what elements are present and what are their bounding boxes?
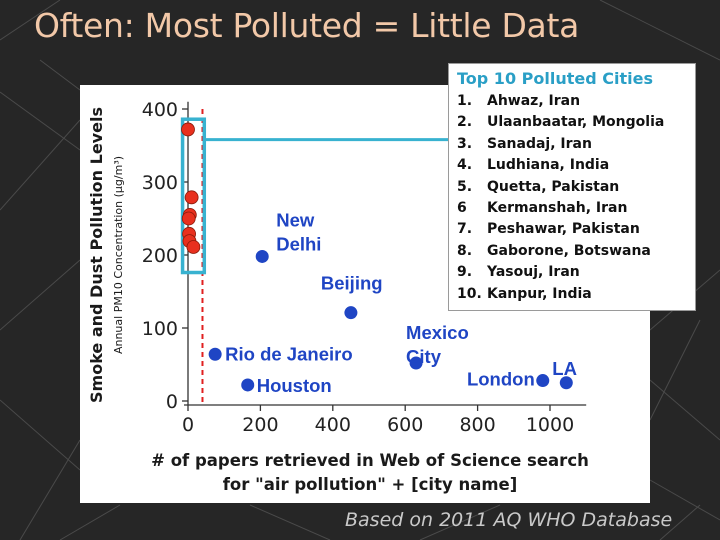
top10-item: 4. Ludhiana, India bbox=[457, 155, 695, 176]
city-label: Houston bbox=[257, 375, 332, 396]
top10-point bbox=[181, 211, 196, 226]
y-axis-sublabel: Annual PM10 Concentration (µg/m³) bbox=[112, 156, 125, 354]
x-tick-label: 800 bbox=[459, 414, 495, 436]
y-axis-label: Smoke and Dust Pollution Levels bbox=[87, 107, 106, 403]
top10-list: 1. Ahwaz, Iran 2. Ulaanbaatar, Mongolia 3. Sa… bbox=[457, 91, 695, 305]
top10-item-name: Kanpur, India bbox=[487, 285, 592, 302]
y-tick-label: 0 bbox=[166, 391, 178, 413]
x-tick-label: 400 bbox=[315, 414, 351, 436]
top10-item-name: Peshawar, Pakistan bbox=[487, 221, 640, 238]
top10-list-box: Top 10 Polluted Cities 1. Ahwaz, Iran 2. Ul… bbox=[448, 63, 696, 311]
top10-item-number: 10. bbox=[457, 285, 482, 302]
city-point bbox=[241, 378, 255, 392]
top10-item-name: Ludhiana, India bbox=[487, 157, 610, 174]
city-point bbox=[208, 347, 222, 361]
top10-item: 1. Ahwaz, Iran bbox=[457, 91, 695, 112]
top10-item-number: 1. bbox=[457, 93, 473, 109]
top10-item: 2. Ulaanbaatar, Mongolia bbox=[457, 112, 695, 133]
slide-title: Often: Most Polluted = Little Data bbox=[34, 6, 580, 45]
top10-point bbox=[181, 122, 195, 137]
top10-item: 9. Yasouj, Iran bbox=[457, 262, 695, 283]
top10-item-name: Sanadaj, Iran bbox=[487, 135, 592, 152]
city-point bbox=[559, 376, 573, 390]
x-tick-label: 200 bbox=[242, 414, 278, 436]
x-tick-label: 600 bbox=[387, 414, 423, 436]
scatter-chart: 0 100 200 300 400 0 200 400 600 800 1000 # of paper… bbox=[87, 99, 589, 494]
top10-item-name: Ulaanbaatar, Mongolia bbox=[487, 114, 665, 131]
city-label: Delhi bbox=[276, 233, 321, 254]
city-point bbox=[409, 356, 423, 370]
city-label: London bbox=[467, 369, 535, 390]
y-tick-label: 100 bbox=[142, 318, 178, 340]
city-label: Mexico bbox=[406, 322, 469, 343]
top10-item-number: 7. bbox=[457, 221, 473, 238]
y-tick-label: 200 bbox=[142, 245, 178, 267]
top10-item-name: Gaborone, Botswana bbox=[487, 242, 651, 259]
top10-item-number: 8. bbox=[457, 242, 473, 259]
top10-item-number: 4. bbox=[457, 157, 473, 174]
city-point bbox=[255, 249, 269, 263]
top10-item-number: 5. bbox=[457, 178, 473, 195]
highlight-box bbox=[180, 117, 207, 275]
top10-item-name: Yasouj, Iran bbox=[487, 264, 580, 281]
top10-point bbox=[186, 240, 201, 254]
top10-item-name: Quetta, Pakistan bbox=[487, 178, 620, 195]
city-point bbox=[536, 374, 550, 388]
top10-item: 6 Kermanshah, Iran bbox=[457, 198, 695, 219]
top10-item: 8. Gaborone, Botswana bbox=[457, 241, 695, 262]
top10-item-number: 9. bbox=[457, 264, 473, 281]
top10-title: Top 10 Polluted Cities bbox=[457, 69, 653, 88]
x-tick-label: 1000 bbox=[526, 414, 574, 436]
top10-item-number: 3. bbox=[457, 135, 473, 152]
y-tick-label: 300 bbox=[142, 172, 178, 194]
top10-point bbox=[184, 190, 199, 205]
top10-item-name: Ahwaz, Iran bbox=[487, 93, 581, 109]
city-label: Beijing bbox=[321, 273, 383, 294]
source-note: Based on 2011 AQ WHO Database bbox=[345, 509, 673, 531]
city-label: Rio de Janeiro bbox=[225, 343, 352, 364]
top10-item-number: 2. bbox=[457, 114, 473, 131]
city-label: LA bbox=[552, 358, 577, 379]
city-label: City bbox=[406, 346, 442, 367]
x-tick-label: 0 bbox=[182, 414, 194, 436]
top10-item: 10. Kanpur, India bbox=[457, 284, 695, 305]
x-axis-label: # of papers retrieved in Web of Science … bbox=[151, 451, 589, 470]
top10-item: 7. Peshawar, Pakistan bbox=[457, 219, 695, 240]
top10-item-number: 6 bbox=[457, 200, 467, 217]
top10-item-name: Kermanshah, Iran bbox=[487, 200, 628, 217]
x-axis-label: for "air pollution" + [city name] bbox=[223, 475, 518, 494]
top10-item: 3. Sanadaj, Iran bbox=[457, 134, 695, 155]
y-tick-label: 400 bbox=[142, 99, 178, 121]
city-point bbox=[344, 306, 358, 320]
top10-item: 5. Quetta, Pakistan bbox=[457, 177, 695, 198]
city-label: New bbox=[276, 209, 315, 230]
